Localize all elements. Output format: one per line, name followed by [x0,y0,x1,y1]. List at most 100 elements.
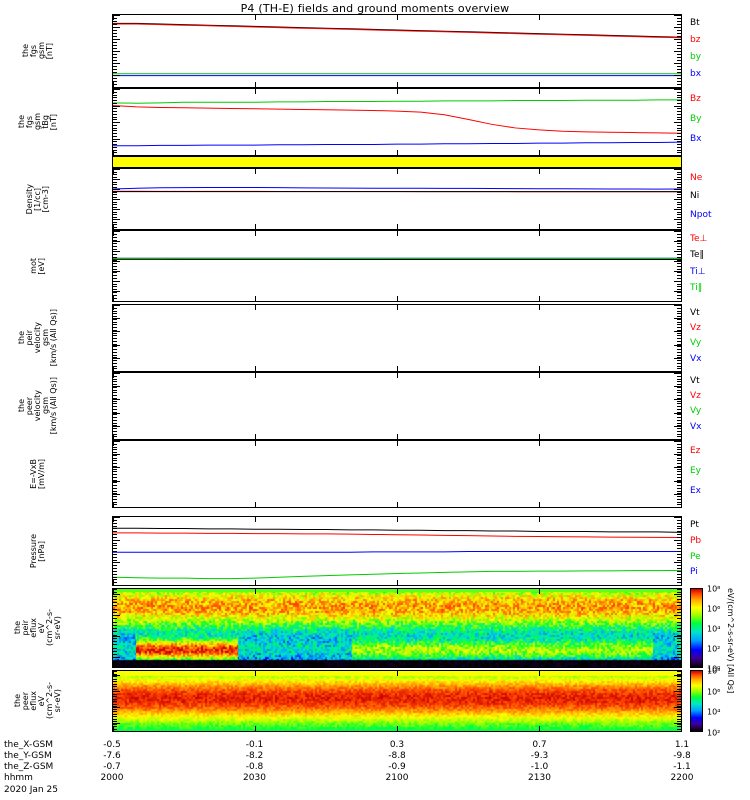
y-minor-tick [677,598,681,600]
legend-item-Vt: Vt [690,307,700,318]
y-minor-tick [677,430,681,432]
y-minor-tick [113,471,117,473]
y-minor-tick [113,422,117,424]
y-minor-tick [113,15,117,16]
legend-item-bz: bz [690,35,701,46]
y-minor-tick [113,621,117,623]
y-minor-tick [113,239,117,241]
x-tick-mark [255,434,256,439]
y-axis-label-line: [nPa] [37,540,46,562]
y-minor-tick [113,425,117,427]
plot-area-efield [113,441,681,507]
x-tick-mark [681,662,682,667]
y-minor-tick [677,701,681,702]
y-minor-tick [113,124,117,126]
y-minor-tick [677,21,681,22]
y-minor-tick [113,397,117,399]
plot-area-fgs-gsm-field [113,15,681,87]
y-minor-tick [113,634,117,636]
y-minor-tick [113,289,117,291]
y-minor-tick [113,708,117,710]
y-minor-tick [113,310,117,312]
x-tick-mark [113,373,114,378]
y-minor-tick [113,663,117,665]
y-tick-mark [674,507,681,508]
colorbar-tick-label: 10⁰ [707,664,721,674]
y-minor-tick [113,36,117,37]
y-minor-tick [677,30,681,31]
y-minor-tick [113,69,117,70]
y-minor-tick [113,108,117,110]
y-minor-tick [677,209,681,210]
y-minor-tick [677,463,681,464]
y-tick-mark [674,241,681,242]
y-minor-tick [677,392,681,394]
y-minor-tick [677,683,681,685]
y-minor-tick [677,116,681,118]
x-tick-mark [255,373,256,378]
y-minor-tick [113,33,117,34]
y-minor-tick [113,209,117,210]
x-tick-mark [255,502,256,507]
legend-item-Ti⊥: Ti⊥ [690,266,706,277]
y-tick-mark [674,290,681,292]
y-minor-tick [677,403,681,405]
y-axis-label-peir-velocity: the peir velocity gsm [km/s (All Qs)] [8,304,68,372]
legend-item-Bz: Bz [690,94,701,104]
axis-row-label-the_Y-GSM: the_Y-GSM [4,751,52,761]
x-tick-mark [539,517,540,522]
x-tick-mark [681,502,682,507]
x-tick-mark [113,441,114,446]
x-tick-mark [539,89,540,94]
x-tick-mark [681,517,682,522]
x-tick-mark [113,231,114,236]
x-tick-mark [113,150,114,155]
y-minor-tick [113,155,117,156]
y-minor-tick [113,60,117,61]
x-tick-mark [681,580,682,585]
y-minor-tick [113,119,117,121]
x-tick-mark [397,169,398,174]
y-minor-tick [113,595,117,597]
y-tick-mark [674,331,681,333]
y-axis-label-pressure: Pressure [nPa] [8,516,68,586]
y-minor-tick [677,667,681,668]
y-minor-tick [113,365,117,367]
y-minor-tick [677,329,681,331]
y-minor-tick [677,457,681,459]
y-minor-tick [113,660,117,662]
y-minor-tick [677,485,681,486]
x-tick-mark [539,434,540,439]
y-axis-label-peer-eflux-spec: the peer eflux eV (cm^2-s-sr-eV) [8,670,68,732]
y-minor-tick [113,403,117,405]
y-minor-tick [113,400,117,402]
y-minor-tick [113,493,117,495]
y-minor-tick [113,63,117,64]
x-tick-mark [397,82,398,87]
x-tick-mark [539,224,540,229]
y-minor-tick [677,479,681,481]
colorbar-tick-label: 10⁶ [707,604,721,614]
plot-area-fgs-gsm-bfield [113,89,681,155]
axis-row-label-the_X-GSM: the_X-GSM [4,740,54,750]
y-minor-tick [113,204,117,205]
y-axis-label-peir-eflux-spec: the peir eflux eV (cm^2-s-sr-eV) [8,588,68,668]
series-group-fgs-gsm-bfield [113,99,681,147]
y-minor-tick [113,271,117,273]
y-minor-tick [113,133,117,134]
y-minor-tick [677,507,681,508]
axis-value: 0.7 [532,740,547,750]
y-minor-tick [113,236,117,238]
y-minor-tick [677,310,681,312]
y-minor-tick [113,683,117,685]
legend-item-Ne: Ne [690,173,703,184]
y-axis-label-line: [cm-3] [41,185,50,213]
y-minor-tick [113,618,117,620]
status-bar-yellow [112,156,682,168]
y-tick-mark [674,399,681,401]
y-minor-tick [113,135,117,137]
y-minor-tick [113,386,117,388]
y-minor-tick [677,324,681,326]
x-tick-mark [255,589,256,594]
y-minor-tick [677,496,681,497]
